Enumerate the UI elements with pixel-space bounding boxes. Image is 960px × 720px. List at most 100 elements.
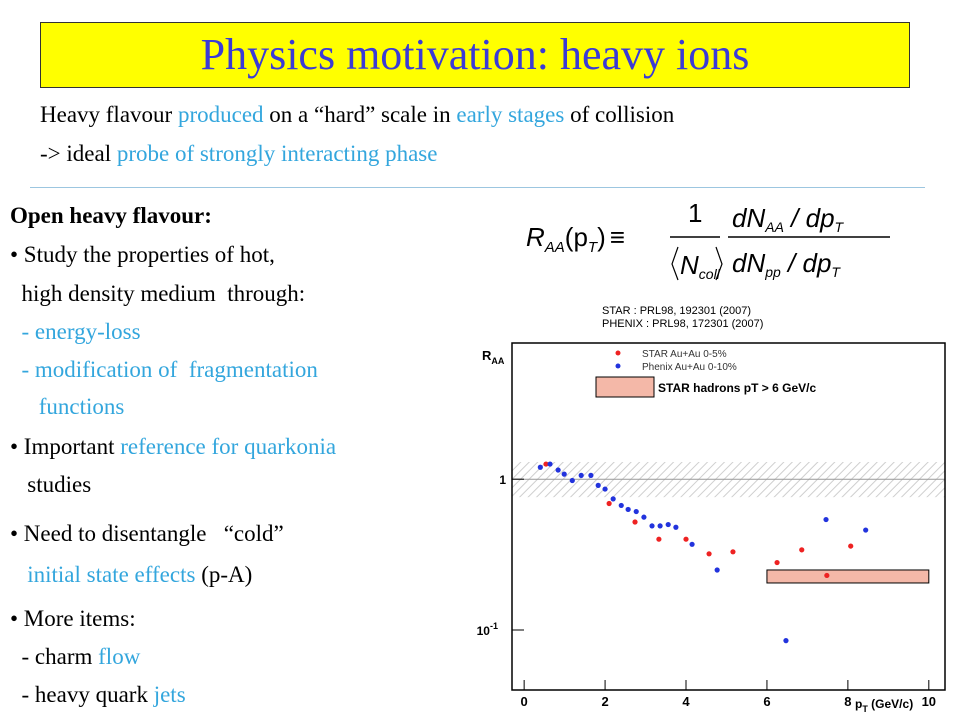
text-run: - charm bbox=[10, 644, 99, 669]
data-point bbox=[543, 461, 549, 467]
text-line: studies bbox=[10, 472, 91, 498]
data-point bbox=[656, 536, 662, 542]
text-run: high density medium through: bbox=[10, 281, 306, 306]
y-axis-label: RAA bbox=[482, 348, 505, 366]
text-line: • Need to disentangle “cold” bbox=[10, 521, 284, 547]
legend-label: STAR hadrons pT > 6 GeV/c bbox=[658, 381, 816, 395]
legend-label: STAR Au+Au 0-5% bbox=[642, 349, 727, 360]
y-label-sub: AA bbox=[491, 356, 504, 366]
f: ) bbox=[597, 222, 606, 252]
data-point bbox=[689, 541, 695, 547]
text-run: flow bbox=[98, 644, 141, 669]
formula: RAA(pT) ≡ 1 Ncoll dNAA / dpT dNpp / dpT bbox=[526, 198, 890, 282]
text-line: - heavy quark jets bbox=[10, 682, 186, 708]
text-line: - modification of fragmentation bbox=[10, 357, 318, 383]
f: pp bbox=[764, 264, 781, 280]
text-line: -> ideal probe of strongly interacting p… bbox=[40, 141, 437, 167]
text-run: - modification of fragmentation bbox=[10, 357, 318, 382]
text-run: (p-A) bbox=[195, 562, 253, 587]
data-point bbox=[848, 543, 854, 549]
text-run: jets bbox=[153, 682, 186, 707]
data-point bbox=[618, 502, 624, 509]
text-line: • Important reference for quarkonia bbox=[10, 434, 336, 460]
text-run: studies bbox=[10, 472, 92, 497]
f: AA bbox=[544, 239, 565, 256]
data-point bbox=[657, 523, 663, 529]
data-point bbox=[602, 486, 608, 492]
y-tick-label: 1 bbox=[499, 473, 506, 487]
data-point bbox=[578, 472, 584, 478]
x-tick-label: 10 bbox=[922, 694, 936, 709]
formula-text: RAA(pT) ≡ bbox=[526, 222, 625, 256]
text-run: on a “hard” scale in bbox=[263, 102, 457, 127]
legend-marker bbox=[615, 363, 621, 369]
text-line: • More items: bbox=[10, 606, 136, 632]
data-point bbox=[606, 500, 612, 507]
legend-label: Phenix Au+Au 0-10% bbox=[642, 362, 737, 373]
text-line: • Study the properties of hot, bbox=[10, 242, 275, 268]
data-point bbox=[547, 461, 553, 467]
slide-title: Physics motivation: heavy ions bbox=[40, 22, 910, 88]
text-line: initial state effects (p-A) bbox=[10, 562, 252, 588]
text-line: - charm flow bbox=[10, 644, 141, 670]
f: / dp bbox=[781, 248, 832, 278]
f: T bbox=[588, 239, 599, 256]
text-run: • Important bbox=[10, 434, 121, 459]
f: coll bbox=[699, 266, 721, 282]
data-point bbox=[706, 551, 712, 557]
data-point bbox=[774, 559, 780, 566]
f: N bbox=[680, 250, 699, 280]
text-run: Heavy flavour bbox=[40, 102, 178, 127]
data-point bbox=[824, 572, 830, 579]
data-point bbox=[863, 527, 869, 533]
frame bbox=[511, 342, 946, 691]
reference: PHENIX : PRL98, 172301 (2007) bbox=[602, 318, 763, 330]
data-point bbox=[632, 519, 638, 525]
data-point bbox=[683, 536, 689, 542]
f: Ncoll bbox=[680, 250, 721, 282]
text-run: - heavy quark bbox=[10, 682, 154, 707]
f: AA bbox=[764, 219, 784, 235]
f: T bbox=[835, 219, 845, 235]
f: dN bbox=[732, 248, 765, 278]
text-run: initial state effects bbox=[27, 562, 196, 587]
text-line: Heavy flavour produced on a “hard” scale… bbox=[40, 102, 674, 128]
data-point bbox=[649, 523, 655, 529]
f: dNpp / dpT bbox=[732, 248, 841, 280]
data-point bbox=[714, 567, 720, 573]
f: T bbox=[831, 264, 841, 280]
x-label-sub: T bbox=[862, 704, 868, 714]
data-point bbox=[823, 516, 829, 523]
data-point bbox=[730, 549, 736, 555]
y-tick-label: 10-1 bbox=[477, 621, 498, 638]
x-label-rest: (GeV/c) bbox=[868, 697, 913, 711]
text-run: • Study the properties of hot, bbox=[10, 242, 275, 267]
data-point bbox=[625, 506, 631, 513]
data-point bbox=[641, 514, 647, 520]
x-tick-label: 0 bbox=[521, 694, 528, 709]
data-point bbox=[665, 521, 671, 528]
x-axis-label: pT (GeV/c) bbox=[855, 697, 913, 714]
data-point bbox=[588, 472, 594, 478]
text-run: - energy-loss bbox=[10, 319, 141, 344]
divider bbox=[30, 187, 925, 188]
text-run: of collision bbox=[564, 102, 675, 127]
f: dN bbox=[732, 203, 765, 233]
y-tick-label-exp: -1 bbox=[490, 621, 498, 631]
text-line: high density medium through: bbox=[10, 281, 306, 307]
data-point bbox=[673, 524, 679, 530]
text-run: • Need to disentangle “cold” bbox=[10, 521, 284, 546]
x-tick-label: 8 bbox=[844, 694, 851, 709]
x-tick-label: 6 bbox=[763, 694, 770, 709]
x-tick-label: 2 bbox=[601, 694, 608, 709]
f: / dp bbox=[784, 203, 835, 233]
legend-marker bbox=[615, 350, 621, 356]
f: R bbox=[526, 222, 545, 252]
f: 1 bbox=[688, 198, 702, 228]
text-run bbox=[10, 562, 27, 587]
text-run: probe of strongly interacting phase bbox=[116, 141, 438, 166]
data-point bbox=[569, 477, 575, 484]
text-run: early stages bbox=[456, 102, 565, 127]
x-tick-label: 4 bbox=[682, 694, 690, 709]
